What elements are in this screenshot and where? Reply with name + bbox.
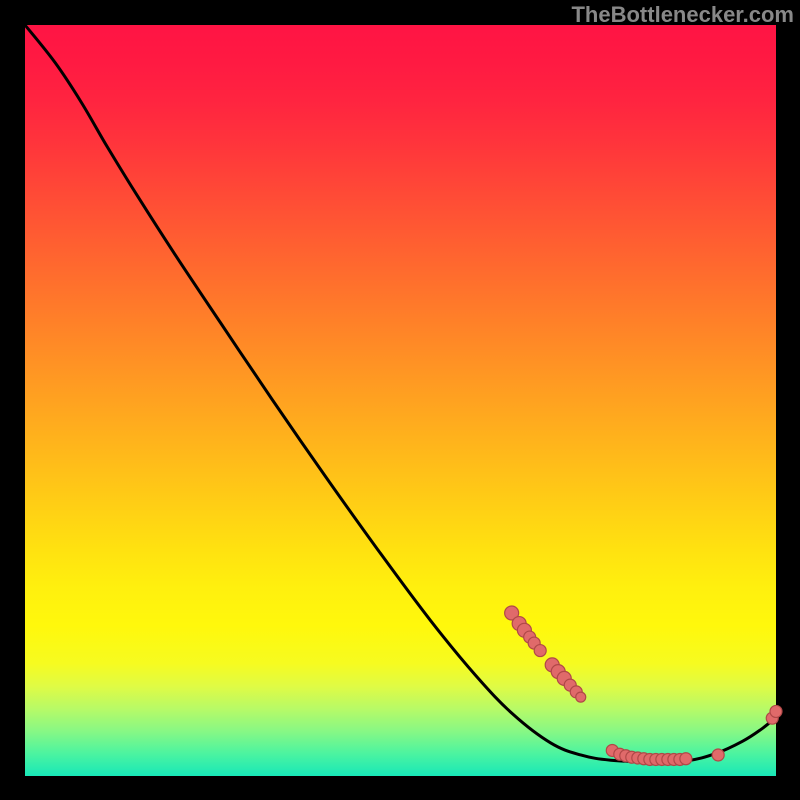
chart-container: TheBottlenecker.com bbox=[0, 0, 800, 800]
marker-point bbox=[770, 705, 782, 717]
plot-area bbox=[25, 25, 776, 776]
marker-point bbox=[712, 749, 724, 761]
chart-svg bbox=[0, 0, 800, 800]
marker-point bbox=[576, 692, 586, 702]
marker-point bbox=[680, 753, 692, 765]
marker-point bbox=[534, 645, 546, 657]
